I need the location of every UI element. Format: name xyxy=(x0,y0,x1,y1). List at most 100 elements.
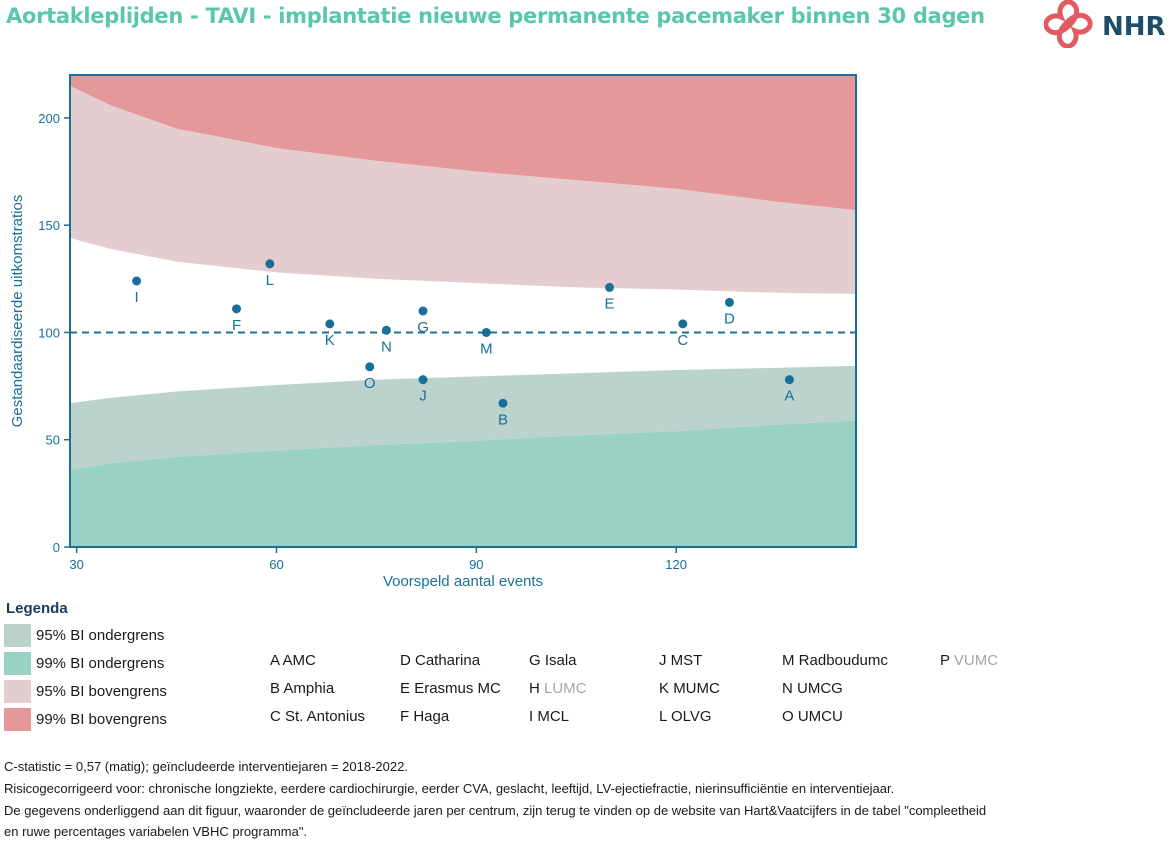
center-l: L OLVG xyxy=(659,708,712,725)
y-tick-label: 0 xyxy=(53,540,60,555)
data-label-f: F xyxy=(232,317,241,334)
data-point-d xyxy=(724,297,734,307)
data-point-n xyxy=(381,325,391,335)
center-code: O xyxy=(782,708,798,725)
center-code: D xyxy=(400,652,415,669)
center-name: Catharina xyxy=(415,652,481,669)
data-point-j xyxy=(418,375,428,385)
center-b: B Amphia xyxy=(270,680,334,697)
data-label-c: C xyxy=(677,332,688,349)
chart-title: Aortakleplijden - TAVI - implantatie nie… xyxy=(6,4,985,28)
center-name: Haga xyxy=(413,708,450,725)
legend-item: 95% BI bovengrens xyxy=(4,679,167,703)
y-tick-label: 150 xyxy=(38,218,60,233)
footnote-line: Risicogecorrigeerd voor: chronische long… xyxy=(4,781,895,796)
center-name: MCL xyxy=(537,708,570,725)
data-point-g xyxy=(418,306,428,316)
band-95-lower xyxy=(70,365,856,470)
legend-item: 95% BI ondergrens xyxy=(4,623,164,647)
x-axis-label: Voorspeld aantal events xyxy=(383,573,543,590)
axes: 0 50 100 150 200 30 60 90 120 Voorspeld aantal ev… xyxy=(9,111,687,590)
center-code: L xyxy=(659,708,671,725)
center-o: O UMCU xyxy=(782,708,843,725)
center-g: G Isala xyxy=(529,652,577,669)
y-tick-label: 50 xyxy=(46,433,60,448)
center-f: F Haga xyxy=(400,708,449,725)
data-label-e: E xyxy=(605,295,615,312)
center-name: Isala xyxy=(544,652,577,669)
legend-title: Legenda xyxy=(6,600,68,617)
data-label-l: L xyxy=(266,272,274,289)
center-code: A xyxy=(270,652,283,669)
y-tick-label: 100 xyxy=(38,325,60,340)
center-name: MUMC xyxy=(673,680,720,697)
band-99-lower xyxy=(70,420,856,547)
data-label-o: O xyxy=(364,375,376,392)
legend-item: 99% BI ondergrens xyxy=(4,651,164,675)
data-label-a: A xyxy=(784,388,794,405)
center-name: UMCU xyxy=(797,708,843,725)
data-label-m: M xyxy=(480,340,493,357)
center-k: K MUMC xyxy=(659,680,720,697)
legend-label: 99% BI bovengrens xyxy=(36,710,167,728)
data-label-d: D xyxy=(724,310,735,327)
data-point-i xyxy=(132,276,142,286)
center-p: P VUMC xyxy=(940,652,998,669)
x-tick-label: 120 xyxy=(665,557,687,572)
center-name: LUMC xyxy=(544,680,587,697)
data-label-k: K xyxy=(325,332,335,349)
center-a: A AMC xyxy=(270,652,316,669)
data-point-a xyxy=(784,375,794,385)
center-name: Amphia xyxy=(283,680,335,697)
footnote-line: en ruwe percentages variabelen VBHC prog… xyxy=(4,824,308,839)
center-code: F xyxy=(400,708,414,725)
center-name: Radboudumc xyxy=(798,652,888,669)
legend-label: 99% BI ondergrens xyxy=(36,654,165,672)
x-tick-label: 30 xyxy=(69,557,83,572)
data-point-o xyxy=(365,362,375,372)
data-point-b xyxy=(498,398,508,408)
nhr-logo: NHR xyxy=(1044,0,1166,48)
legend-swatch xyxy=(4,679,31,703)
data-label-j: J xyxy=(419,388,427,405)
legend-swatch xyxy=(4,707,31,731)
legend-label: 95% BI ondergrens xyxy=(36,626,165,644)
center-name: AMC xyxy=(282,652,316,669)
data-label-i: I xyxy=(135,289,139,306)
center-code: M xyxy=(782,652,799,669)
center-name: MST xyxy=(670,652,703,669)
center-c: C St. Antonius xyxy=(270,708,365,725)
center-name: St. Antonius xyxy=(285,708,366,725)
legend-swatch xyxy=(4,623,31,647)
legend-item: 99% BI bovengrens xyxy=(4,707,167,731)
center-code: N xyxy=(782,680,797,697)
center-name: UMCG xyxy=(797,680,843,697)
center-code: P xyxy=(940,652,954,669)
band-99-upper xyxy=(70,75,856,211)
center-code: C xyxy=(270,708,285,725)
data-points: A B C D E F G I J K L M N O xyxy=(132,259,794,428)
center-e: E Erasmus MC xyxy=(400,680,501,697)
center-code: J xyxy=(659,652,671,669)
footnote-line: C-statistic = 0,57 (matig); geïncludeerd… xyxy=(4,759,408,774)
center-j: J MST xyxy=(659,652,702,669)
band-95-upper xyxy=(70,85,856,294)
data-label-b: B xyxy=(498,411,508,428)
center-d: D Catharina xyxy=(400,652,480,669)
legend-swatch xyxy=(4,651,31,675)
center-code: G xyxy=(529,652,545,669)
footnote-line: De gegevens onderliggend aan dit figuur,… xyxy=(4,803,987,818)
center-m: M Radboudumc xyxy=(782,652,888,669)
center-code: K xyxy=(659,680,674,697)
plot-frame xyxy=(69,74,857,548)
data-point-k xyxy=(325,319,335,329)
center-code: B xyxy=(270,680,284,697)
y-axis-label: Gestandaardiseerde uitkomstratios xyxy=(9,195,26,428)
center-code: I xyxy=(529,708,538,725)
x-tick-label: 60 xyxy=(269,557,283,572)
confidence-bands xyxy=(70,75,856,547)
center-n: N UMCG xyxy=(782,680,843,697)
y-tick-label: 200 xyxy=(38,111,60,126)
center-h: H LUMC xyxy=(529,680,587,697)
center-code: H xyxy=(529,680,544,697)
